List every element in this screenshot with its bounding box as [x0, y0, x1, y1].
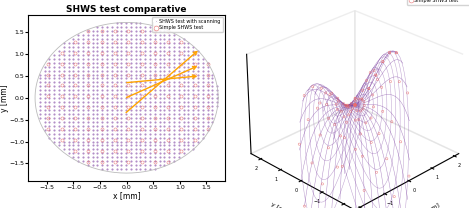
SHWS test with scanning [195, 117, 201, 119]
SHWS test with scanning [113, 22, 119, 25]
Line: SHWS test with scanning: SHWS test with scanning [39, 23, 218, 170]
SHWS test with scanning [138, 22, 144, 25]
Simple SHWS test [99, 62, 105, 65]
Simple SHWS test [72, 150, 78, 152]
Y-axis label: y [mm]: y [mm] [270, 202, 292, 208]
Legend: SHWS test with scanning, Simple SHWS test: SHWS test with scanning, Simple SHWS tes… [407, 0, 469, 5]
SHWS test with scanning [210, 77, 215, 80]
Simple SHWS test [99, 161, 105, 163]
X-axis label: x [mm]: x [mm] [418, 202, 440, 208]
Y-axis label: y [mm]: y [mm] [0, 84, 9, 111]
Simple SHWS test [166, 30, 171, 32]
SHWS test with scanning [76, 81, 81, 84]
Simple SHWS test [85, 161, 91, 163]
Line: Simple SHWS test: Simple SHWS test [47, 29, 210, 164]
Title: SHWS test comparative: SHWS test comparative [67, 5, 187, 14]
Legend: SHWS test with scanning, Simple SHWS test: SHWS test with scanning, Simple SHWS tes… [152, 17, 223, 32]
Simple SHWS test [139, 41, 144, 43]
SHWS test with scanning [99, 168, 105, 170]
Simple SHWS test [85, 30, 91, 32]
Simple SHWS test [99, 84, 105, 87]
SHWS test with scanning [46, 125, 52, 127]
X-axis label: x [mm]: x [mm] [113, 192, 140, 201]
Simple SHWS test [152, 62, 158, 65]
SHWS test with scanning [70, 85, 76, 88]
SHWS test with scanning [119, 109, 124, 111]
